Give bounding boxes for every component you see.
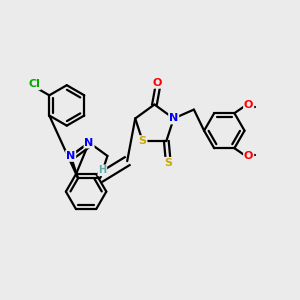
Text: N: N <box>66 151 75 161</box>
Text: O: O <box>244 151 254 161</box>
Text: O: O <box>153 78 162 88</box>
Text: S: S <box>139 136 147 146</box>
Text: N: N <box>169 113 178 124</box>
Text: Cl: Cl <box>28 79 40 89</box>
Text: N: N <box>84 138 94 148</box>
Text: H: H <box>98 165 106 175</box>
Text: O: O <box>244 100 254 110</box>
Text: S: S <box>164 158 172 168</box>
